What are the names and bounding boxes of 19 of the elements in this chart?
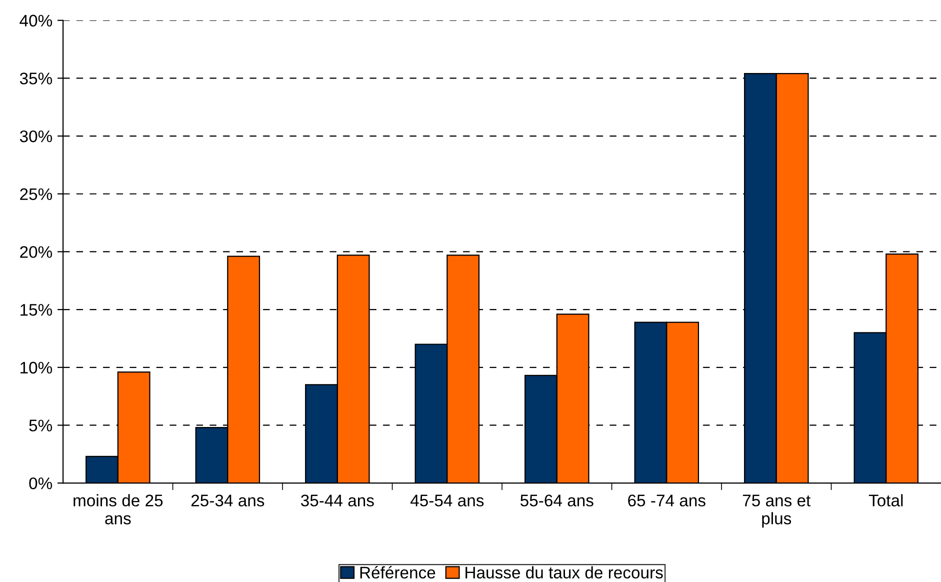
legend-label: Référence [360,566,436,578]
y-tick-label: 0% [29,477,52,490]
x-tick-label: 45-54 ans [410,494,484,506]
y-tick-label: 15% [20,304,52,316]
x-tick-label: Total [868,494,903,506]
y-tick-label: 40% [20,14,52,27]
y-tick-label: 25% [20,188,52,200]
y-tick-label: 20% [20,246,52,258]
legend-label: Hausse du taux de recours [466,566,663,578]
x-tick-label: 55-64 ans [520,494,594,506]
x-tick-label: 75 ans et plus [742,494,811,528]
x-tick-label: 65 -74 ans [628,494,706,506]
x-tick-label: 25-34 ans [191,494,264,506]
y-tick-label: 5% [29,420,52,432]
x-tick-label: moins de 25 ans [74,494,163,524]
x-tick-label: 35-44 ans [300,494,374,506]
y-tick-label: 10% [20,362,52,374]
y-tick-label: 35% [20,72,52,84]
y-tick-label: 30% [20,130,52,142]
